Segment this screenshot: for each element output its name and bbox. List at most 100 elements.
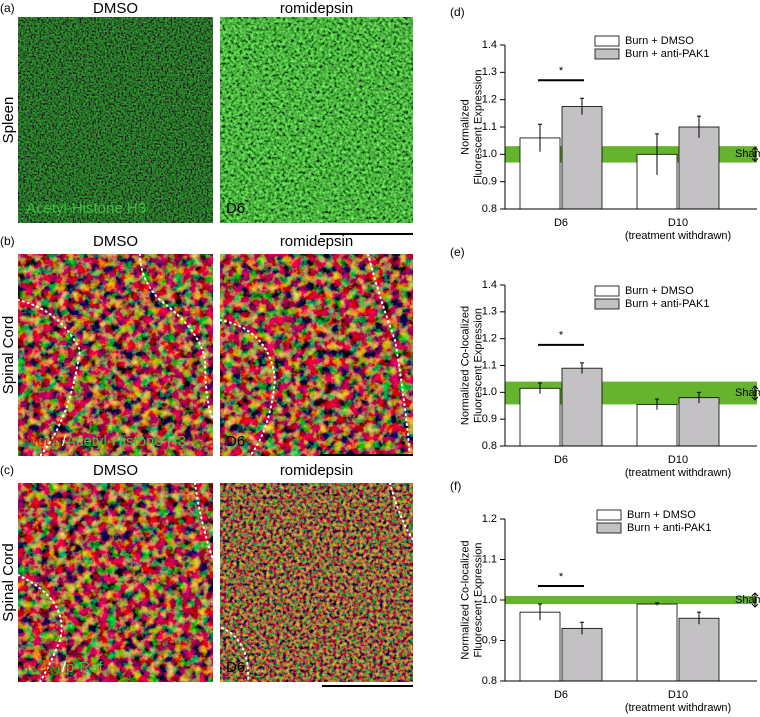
sham-label: Sham bbox=[735, 594, 760, 606]
y-axis-label: Fluorescent Expression bbox=[472, 308, 484, 423]
boundary bbox=[367, 253, 411, 457]
stain-part: Acetyl-Histone H3 bbox=[26, 200, 146, 217]
significance-mark: * bbox=[559, 571, 564, 583]
significance-mark: * bbox=[559, 65, 564, 77]
stain-label: Neun/p-Raf bbox=[26, 659, 104, 676]
sham-arrowhead bbox=[751, 385, 759, 401]
legend-label: Burn + anti-PAK1 bbox=[625, 298, 709, 310]
stain-part: Neun bbox=[26, 659, 62, 676]
significance-mark: * bbox=[559, 330, 564, 342]
sham-label: Sham bbox=[735, 148, 760, 160]
boundary bbox=[17, 574, 63, 683]
x-tick-label: D6 bbox=[554, 454, 568, 466]
y-tick-label: 1.0 bbox=[482, 386, 497, 398]
legend-label: Burn + anti-PAK1 bbox=[627, 522, 711, 534]
bar bbox=[636, 603, 678, 682]
column-header: DMSO bbox=[93, 233, 138, 250]
error-bar bbox=[538, 603, 542, 621]
panel-label: (c) bbox=[0, 463, 14, 477]
x-tick-label: D10 bbox=[668, 689, 688, 701]
y-tick-label: 1.1 bbox=[482, 553, 497, 565]
micrograph-texture bbox=[220, 483, 413, 682]
stain-label: Acetyl-Histone H3 bbox=[26, 200, 146, 217]
error-bar bbox=[655, 602, 659, 606]
bar bbox=[561, 627, 603, 682]
x-category-note: (treatment withdrawn) bbox=[625, 467, 731, 479]
y-tick-label: 1.2 bbox=[482, 94, 497, 106]
column-header: DMSO bbox=[93, 0, 138, 17]
error-bar bbox=[697, 391, 701, 404]
stain-part: Acetyl-Histone H3 bbox=[66, 433, 186, 450]
legend-label: Burn + anti-PAK1 bbox=[625, 48, 709, 60]
x-tick-label: D10 bbox=[668, 454, 688, 466]
bar bbox=[519, 387, 561, 447]
error-bar bbox=[580, 362, 584, 374]
legend-swatch bbox=[596, 522, 622, 534]
y-tick-label: 0.9 bbox=[482, 634, 497, 646]
legend-swatch bbox=[594, 298, 620, 310]
legend-swatch bbox=[596, 509, 622, 521]
y-tick-label: 1.0 bbox=[482, 148, 497, 160]
y-tick-label: 0.8 bbox=[482, 675, 497, 687]
micrograph-texture bbox=[220, 17, 413, 223]
column-header: romidepsin bbox=[280, 462, 353, 479]
sham-band bbox=[505, 595, 757, 605]
error-bar bbox=[655, 133, 659, 175]
day-label: D6 bbox=[226, 200, 245, 217]
boundary-lines bbox=[17, 253, 414, 683]
micrograph-texture bbox=[18, 483, 213, 682]
y-tick-label: 0.8 bbox=[482, 440, 497, 452]
error-bar bbox=[580, 97, 584, 115]
y-tick-label: 1.0 bbox=[482, 594, 497, 606]
micrographs bbox=[17, 17, 414, 687]
y-axis-label: Fluorescent Expression bbox=[472, 70, 484, 185]
boundary bbox=[17, 299, 82, 457]
legend-label: Burn + DMSO bbox=[625, 35, 694, 47]
y-tick-label: 1.3 bbox=[482, 66, 497, 78]
y-axis-label: Fluorescent Expression bbox=[472, 543, 484, 658]
y-axis-label: Normalized Co-localized bbox=[459, 306, 471, 425]
panel-label: (e) bbox=[450, 245, 465, 259]
legend-label: Burn + DMSO bbox=[627, 509, 696, 521]
legend-swatch bbox=[594, 35, 620, 47]
boundary bbox=[389, 482, 414, 541]
column-header: romidepsin bbox=[280, 233, 353, 250]
stain-part: p-Raf bbox=[66, 659, 104, 676]
y-tick-label: 1.1 bbox=[482, 121, 497, 133]
x-tick-label: D6 bbox=[554, 217, 568, 229]
y-axis-label: Normalized bbox=[459, 99, 471, 155]
bar bbox=[636, 404, 678, 447]
panel-label: (a) bbox=[0, 1, 15, 15]
x-tick-label: D10 bbox=[668, 217, 688, 229]
panel-label: (b) bbox=[0, 234, 15, 248]
y-tick-label: 1.1 bbox=[482, 359, 497, 371]
legend-swatch bbox=[594, 285, 620, 297]
stain-part: / bbox=[62, 659, 67, 676]
error-bar bbox=[580, 621, 584, 635]
error-bar bbox=[697, 611, 701, 625]
y-tick-label: 1.3 bbox=[482, 306, 497, 318]
tissue-label: Spinal Cord bbox=[0, 543, 17, 621]
legend-swatch bbox=[594, 48, 620, 60]
y-tick-label: 0.8 bbox=[482, 203, 497, 215]
error-bar bbox=[697, 115, 701, 138]
sham-arrowhead bbox=[751, 146, 759, 163]
panel-label: (f) bbox=[450, 479, 461, 493]
micrograph-texture bbox=[18, 17, 213, 223]
y-tick-label: 0.9 bbox=[482, 413, 497, 425]
y-axis-label: Normalized Co-localized bbox=[459, 540, 471, 659]
sham-arrowhead bbox=[751, 592, 759, 608]
day-label: D6 bbox=[226, 659, 245, 676]
tissue-label: Spleen bbox=[0, 97, 17, 144]
boundary bbox=[221, 627, 250, 683]
x-category-note: (treatment withdrawn) bbox=[625, 702, 731, 714]
y-tick-label: 1.4 bbox=[482, 39, 497, 51]
boundary bbox=[194, 482, 214, 561]
bar bbox=[561, 106, 603, 210]
tissue-label: Spinal Cord bbox=[0, 316, 17, 394]
x-tick-label: D6 bbox=[554, 689, 568, 701]
bar bbox=[678, 617, 720, 682]
column-header: romidepsin bbox=[280, 0, 353, 17]
sham-label: Sham bbox=[735, 387, 760, 399]
